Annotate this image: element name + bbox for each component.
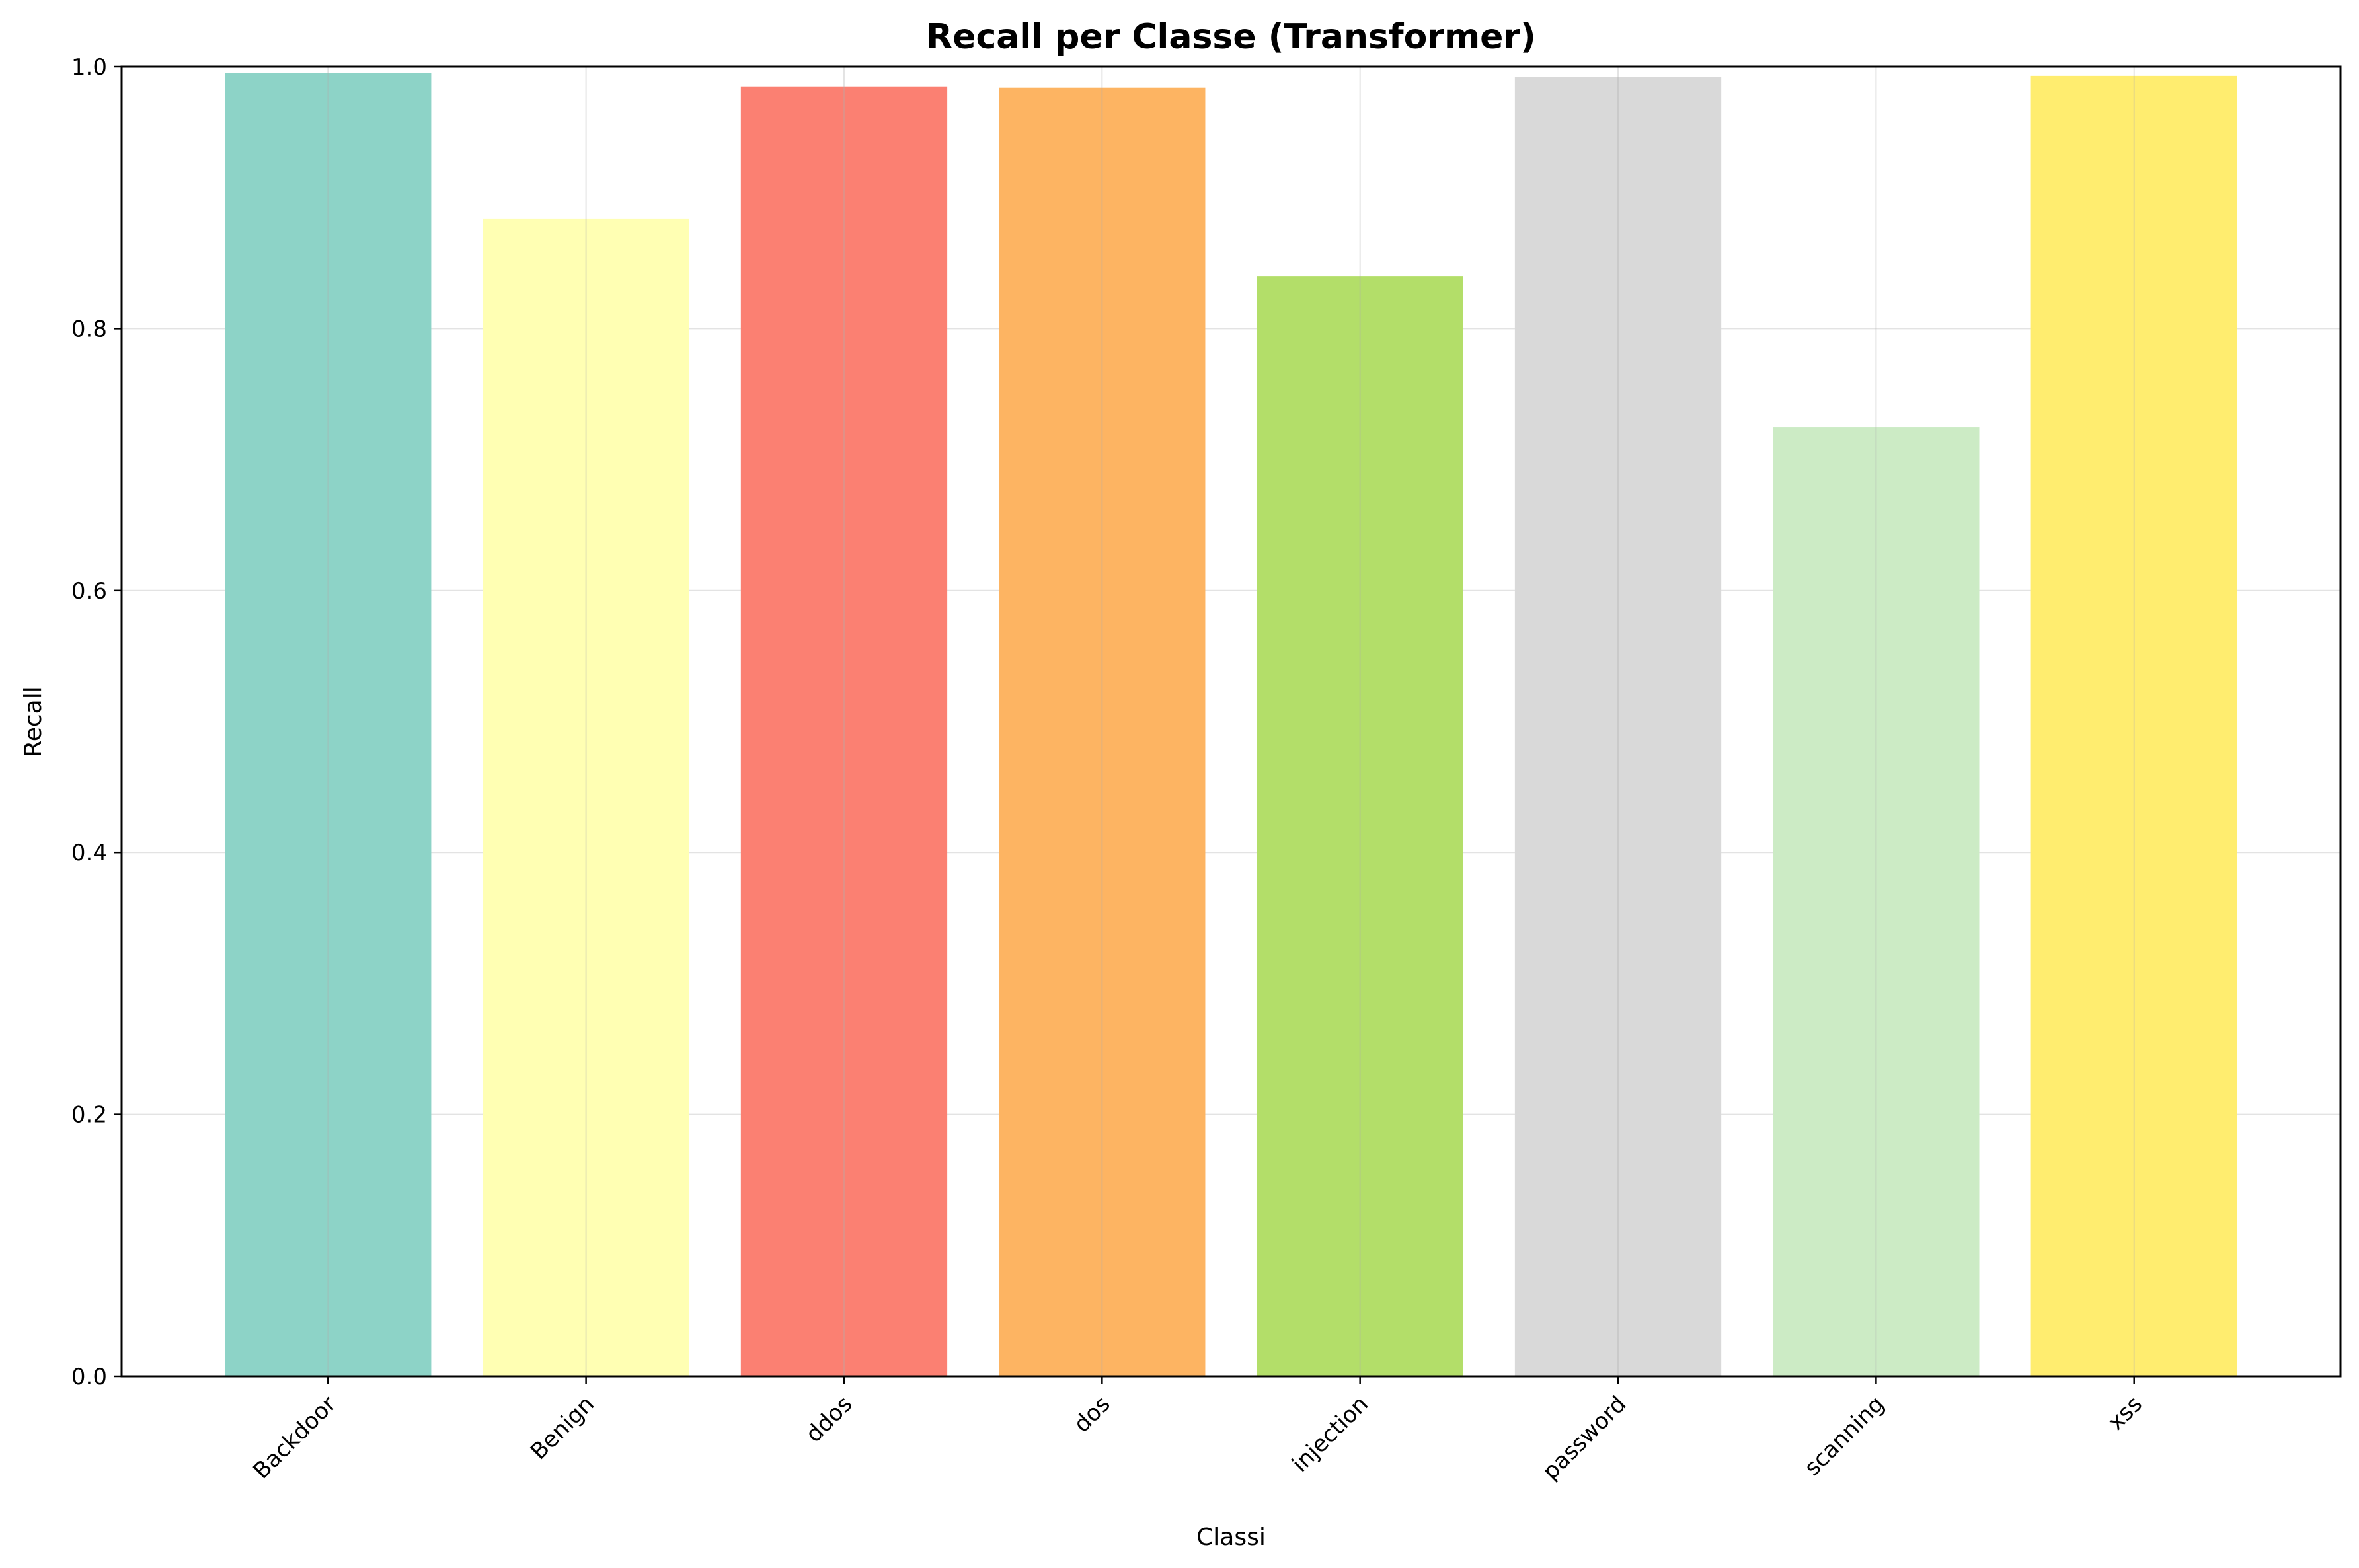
plot-frame [120,65,2342,1378]
y-axis-ticks: 0.0 0.2 0.4 0.6 0.8 1.0 [71,54,122,1390]
y-axis-label: Recall [20,686,47,757]
chart-title: Recall per Classe (Transformer) [926,17,1536,57]
bar-scanning [1773,427,1980,1376]
y-tick-label: 0.0 [71,1364,107,1390]
y-tick-label: 0.6 [71,578,107,605]
bar-backdoor [225,73,432,1376]
bars-layer [225,73,2237,1377]
vertical-grid-layer [327,67,2135,1376]
x-axis-label: Classi [1196,1524,1266,1551]
y-tick-label: 1.0 [71,54,107,81]
bar-xss [2030,75,2237,1376]
bar-injection [1257,276,1463,1376]
bar-password [1514,77,1722,1377]
bar-dos [999,87,1206,1376]
bar-benign [483,218,689,1376]
y-tick-label: 0.4 [71,840,107,866]
y-tick-label: 0.2 [71,1102,107,1129]
y-tick-label: 0.8 [71,316,107,342]
bar-ddos [740,86,948,1377]
